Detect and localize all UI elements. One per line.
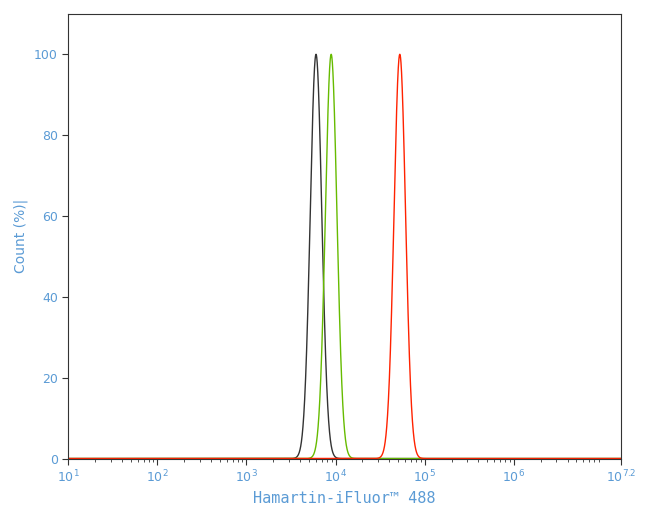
Y-axis label: Count (%)|: Count (%)| — [14, 199, 29, 274]
X-axis label: Hamartin-iFluor™ 488: Hamartin-iFluor™ 488 — [254, 491, 436, 506]
